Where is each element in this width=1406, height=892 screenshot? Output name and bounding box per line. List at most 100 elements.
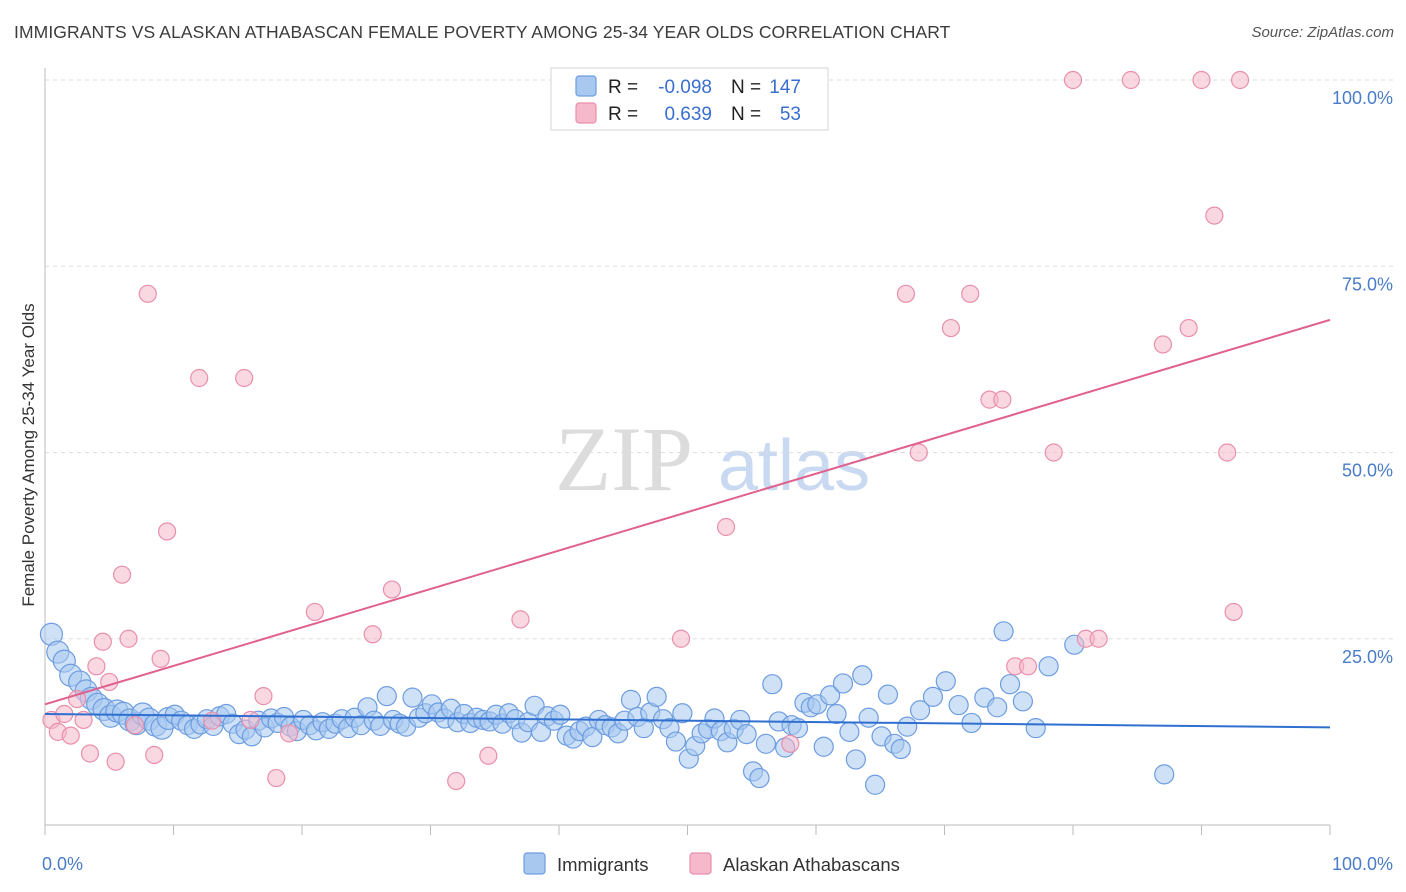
legend-r-value-immigrants: -0.098 (658, 77, 712, 98)
point-immigrants-128 (866, 775, 885, 794)
point-immigrants-132 (891, 740, 910, 759)
point-immigrants-126 (853, 666, 872, 685)
point-alaskan-37 (962, 285, 979, 302)
point-alaskan-30 (512, 611, 529, 628)
legend-r-label-alaskan: R = (608, 104, 638, 125)
point-immigrants-110 (750, 769, 769, 788)
legend-r-value-alaskan: 0.639 (664, 104, 712, 125)
point-alaskan-46 (1122, 72, 1139, 89)
point-alaskan-23 (268, 770, 285, 787)
point-alaskan-34 (897, 285, 914, 302)
point-immigrants-90 (621, 690, 640, 709)
point-alaskan-15 (146, 746, 163, 763)
point-immigrants-135 (923, 687, 942, 706)
y-axis-title: Female Poverty Among 25-34 Year Olds (19, 303, 38, 606)
point-immigrants-143 (1013, 692, 1032, 711)
point-immigrants-141 (994, 622, 1013, 641)
point-alaskan-21 (242, 711, 259, 728)
point-alaskan-12 (120, 630, 137, 647)
point-alaskan-20 (236, 370, 253, 387)
point-immigrants-52 (377, 687, 396, 706)
point-alaskan-28 (448, 773, 465, 790)
point-alaskan-45 (1090, 630, 1107, 647)
point-alaskan-7 (88, 658, 105, 675)
point-immigrants-108 (737, 725, 756, 744)
x-tick-labels: 0.0% 100.0% (42, 854, 1393, 874)
point-alaskan-17 (159, 523, 176, 540)
point-immigrants-124 (840, 722, 859, 741)
point-immigrants-122 (827, 704, 846, 723)
y-tick-labels: 25.0% 50.0% 75.0% 100.0% (1332, 88, 1393, 667)
point-alaskan-32 (718, 519, 735, 536)
point-alaskan-22 (255, 688, 272, 705)
point-alaskan-31 (673, 630, 690, 647)
legend-n-label-alaskan: N = (731, 104, 761, 125)
point-alaskan-24 (281, 725, 298, 742)
point-immigrants-133 (898, 717, 917, 736)
point-alaskan-39 (994, 391, 1011, 408)
point-immigrants-144 (1026, 719, 1045, 738)
point-alaskan-10 (107, 753, 124, 770)
point-alaskan-25 (306, 603, 323, 620)
legend-swatch-alaskan (576, 103, 596, 123)
point-alaskan-29 (480, 747, 497, 764)
y-tick-label-0: 25.0% (1342, 647, 1393, 667)
point-alaskan-16 (152, 650, 169, 667)
y-tick-label-2: 75.0% (1342, 274, 1393, 294)
point-alaskan-42 (1045, 444, 1062, 461)
point-immigrants-111 (756, 734, 775, 753)
point-alaskan-41 (1020, 658, 1037, 675)
y-tick-label-3: 100.0% (1332, 88, 1393, 108)
point-alaskan-13 (126, 717, 143, 734)
legend-n-value-alaskan: 53 (780, 104, 801, 125)
point-immigrants-79 (551, 705, 570, 724)
point-immigrants-137 (949, 696, 968, 715)
point-alaskan-3 (62, 727, 79, 744)
point-alaskan-52 (1225, 603, 1242, 620)
series-immigrants (40, 622, 1173, 794)
point-alaskan-36 (942, 320, 959, 337)
point-immigrants-56 (403, 688, 422, 707)
point-alaskan-48 (1180, 320, 1197, 337)
bottom-legend-swatch-alaskan (690, 853, 711, 874)
legend-n-label-immigrants: N = (731, 77, 761, 98)
point-immigrants-142 (1001, 675, 1020, 694)
legend-n-value-immigrants: 147 (769, 77, 801, 98)
grid-lines (45, 80, 1395, 639)
point-immigrants-147 (1155, 765, 1174, 784)
x-tick-label-max: 100.0% (1332, 854, 1393, 874)
point-immigrants-120 (814, 737, 833, 756)
x-tick-label-min: 0.0% (42, 854, 83, 874)
point-immigrants-140 (988, 698, 1007, 717)
point-immigrants-112 (763, 675, 782, 694)
bottom-legend-swatch-immigrants (524, 853, 545, 874)
watermark-zip: ZIP (555, 408, 693, 510)
point-immigrants-94 (647, 687, 666, 706)
point-alaskan-49 (1193, 72, 1210, 89)
point-alaskan-11 (114, 566, 131, 583)
point-immigrants-97 (666, 732, 685, 751)
point-immigrants-130 (878, 685, 897, 704)
point-alaskan-33 (782, 735, 799, 752)
series-legend: Immigrants Alaskan Athabascans (524, 853, 900, 875)
point-alaskan-18 (191, 370, 208, 387)
y-tick-label-1: 50.0% (1342, 461, 1393, 481)
point-alaskan-8 (94, 633, 111, 650)
point-immigrants-127 (859, 708, 878, 727)
point-alaskan-47 (1154, 336, 1171, 353)
point-alaskan-27 (383, 581, 400, 598)
point-alaskan-35 (910, 444, 927, 461)
point-alaskan-43 (1065, 72, 1082, 89)
bottom-legend-label-immigrants: Immigrants (557, 854, 649, 875)
legend-r-label-immigrants: R = (608, 77, 638, 98)
point-alaskan-50 (1206, 207, 1223, 224)
point-alaskan-51 (1219, 444, 1236, 461)
point-immigrants-123 (833, 674, 852, 693)
legend-swatch-immigrants (576, 76, 596, 96)
correlation-legend: R = -0.098 N = 147 R = 0.639 N = 53 (551, 68, 828, 130)
point-alaskan-14 (139, 285, 156, 302)
bottom-legend-label-alaskan: Alaskan Athabascans (723, 854, 900, 875)
point-immigrants-145 (1039, 657, 1058, 676)
point-immigrants-125 (846, 750, 865, 769)
